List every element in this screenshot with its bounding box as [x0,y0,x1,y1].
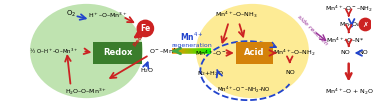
Text: H$^+$–O–Mn$^{3+}$: H$^+$–O–Mn$^{3+}$ [88,11,128,20]
Text: Mn$^{4+}$–O–N*: Mn$^{4+}$–O–N* [327,36,365,45]
Text: Mn$^{4+}$: Mn$^{4+}$ [180,31,203,43]
Text: Mn$^{4+}$–O$^-$–NH$_2$: Mn$^{4+}$–O$^-$–NH$_2$ [325,4,373,14]
Text: N$_2$+H$_2$O: N$_2$+H$_2$O [197,69,224,78]
Text: Acid: Acid [244,49,265,57]
Text: NO: NO [285,70,294,75]
Text: Redox: Redox [132,27,149,48]
Text: O$^-$–Mn$^{4+}$: O$^-$–Mn$^{4+}$ [149,46,181,56]
Text: ✗: ✗ [363,22,368,28]
Text: side reaction: side reaction [296,14,328,47]
Ellipse shape [196,4,309,98]
Text: Mn$^{4+}$–O + N$_2$O: Mn$^{4+}$–O + N$_2$O [325,87,374,97]
Text: Mn$^{4+}$–O$^-$: Mn$^{4+}$–O$^-$ [195,48,227,58]
Text: Mn$^{4+}$–O–NH$_2$: Mn$^{4+}$–O–NH$_2$ [273,48,316,58]
FancyBboxPatch shape [93,42,143,64]
Text: Mn$^{4+}$–O$^-$–NH$_2$–NO: Mn$^{4+}$–O$^-$–NH$_2$–NO [217,85,271,95]
FancyBboxPatch shape [236,42,273,64]
Text: H$_2$O–O–Mn$^{3+}$: H$_2$O–O–Mn$^{3+}$ [65,87,107,97]
Text: NO: NO [359,50,368,56]
Text: regeneration: regeneration [171,43,212,48]
Text: Mn$^{4+}$–O–NH$_3$: Mn$^{4+}$–O–NH$_3$ [214,10,257,20]
Text: O$_2$: O$_2$ [66,9,76,19]
Circle shape [136,20,154,37]
Text: NO: NO [341,50,351,56]
Ellipse shape [30,4,143,98]
Text: Redox: Redox [103,49,133,57]
Text: Fe: Fe [140,24,150,33]
Text: Mn–O$_{br}$: Mn–O$_{br}$ [339,20,363,29]
Circle shape [358,18,372,31]
Text: H$_2$O: H$_2$O [140,66,155,75]
Text: ½ O–H$^+$–O–Mn$^{3+}$: ½ O–H$^+$–O–Mn$^{3+}$ [29,46,79,56]
